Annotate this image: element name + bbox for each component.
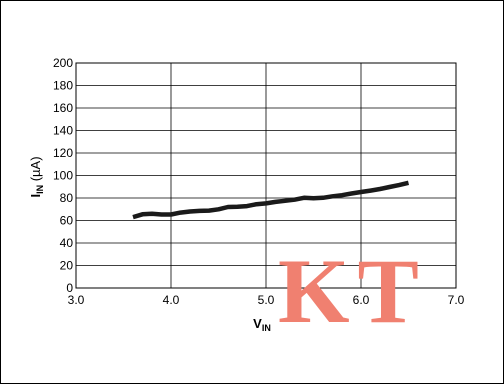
y-axis-title-sub: IN <box>35 185 45 194</box>
x-axis-title: VIN <box>253 316 271 333</box>
y-tick-label: 40 <box>60 236 74 250</box>
series-layer <box>132 180 410 220</box>
y-tick-label: 200 <box>53 56 73 70</box>
x-tick-labels: 3.0 4.0 5.0 6.0 7.0 <box>68 293 465 307</box>
y-tick-label: 20 <box>60 259 74 273</box>
y-axis-title-main: I <box>28 194 43 198</box>
x-tick-label: 4.0 <box>163 293 180 307</box>
x-tick-label: 6.0 <box>353 293 370 307</box>
y-tick-label: 140 <box>53 124 73 138</box>
watermark: KT <box>278 240 427 342</box>
y-tick-label: 80 <box>60 191 74 205</box>
x-tick-label: 5.0 <box>258 293 275 307</box>
y-tick-label: 160 <box>53 101 73 115</box>
y-tick-label: 100 <box>53 169 73 183</box>
x-tick-label: 3.0 <box>68 293 85 307</box>
y-tick-label: 60 <box>60 214 74 228</box>
y-tick-label: 0 <box>66 281 73 295</box>
y-axis-title: IIN (µA) <box>28 156 45 197</box>
x-axis-title-main: V <box>253 316 262 331</box>
y-tick-labels: 0 20 40 60 80 100 120 140 160 180 200 <box>53 56 73 295</box>
y-tick-label: 180 <box>53 79 73 93</box>
y-axis-title-unit: (µA) <box>28 156 43 184</box>
grid <box>76 63 456 288</box>
series-line <box>132 180 410 220</box>
y-tick-label: 120 <box>53 146 73 160</box>
x-tick-label: 7.0 <box>448 293 465 307</box>
x-axis-title-sub: IN <box>262 323 271 333</box>
